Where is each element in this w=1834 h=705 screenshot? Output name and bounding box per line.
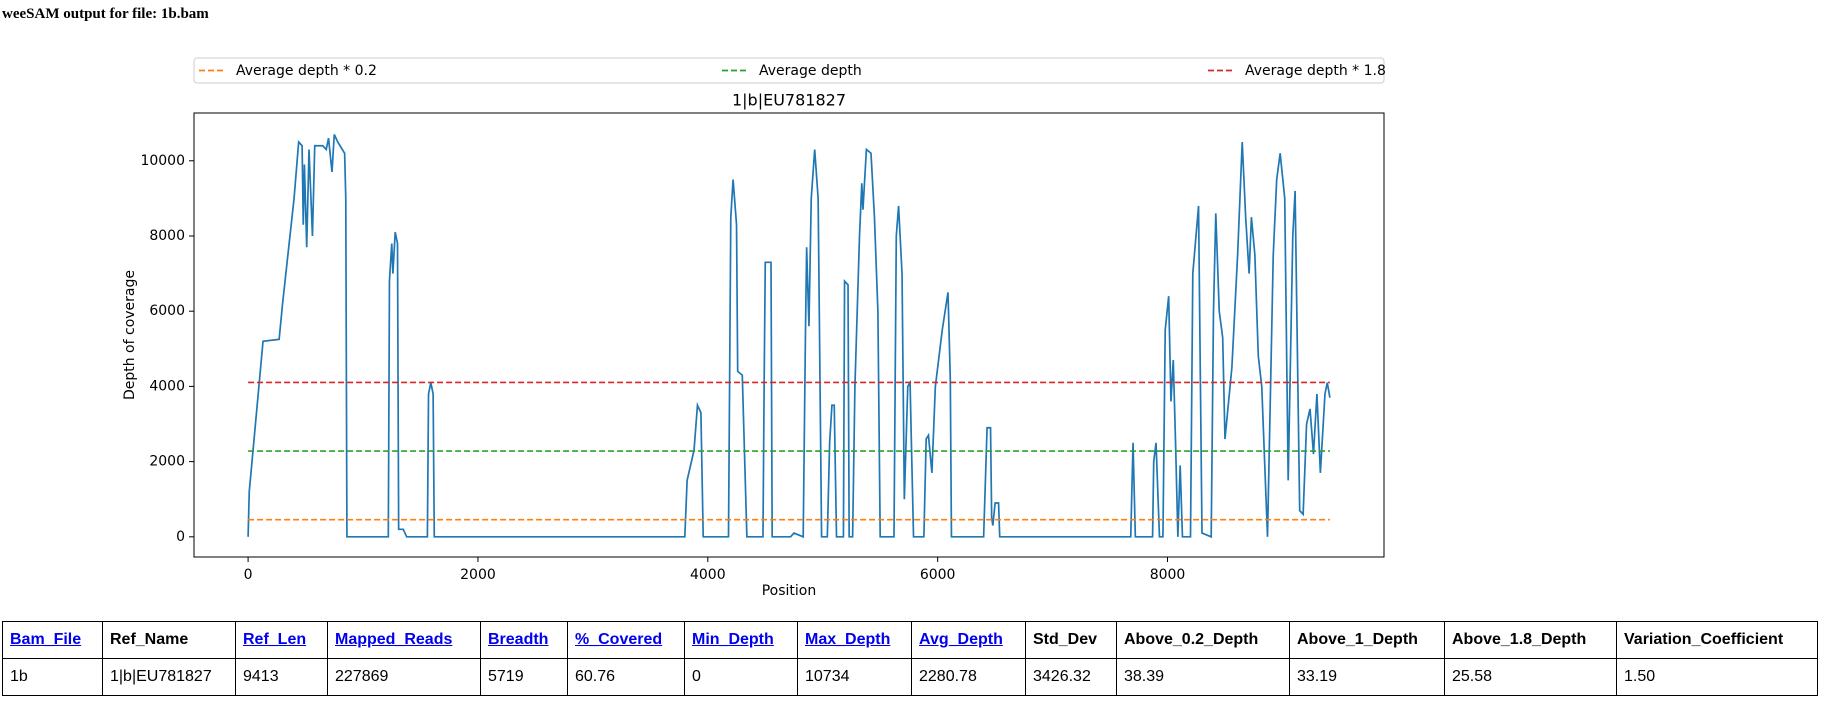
header-cell: Ref_Len	[235, 621, 328, 659]
table-cell: 60.76	[567, 658, 685, 696]
legend-box	[193, 57, 1385, 84]
y-tick-label: 10000	[140, 153, 185, 169]
sort-link[interactable]: Ref_Len	[243, 631, 307, 648]
legend-label: Average depth * 1.8	[1245, 63, 1386, 79]
coverage-line	[247, 134, 1331, 539]
sort-link[interactable]: Bam_File	[10, 631, 82, 648]
page-title: weeSAM output for file: 1b.bam	[2, 6, 209, 22]
header-text: Variation_Coefficient	[1624, 631, 1784, 648]
chart: 1|b|EU781827 Position Depth of coverage …	[122, 57, 1386, 599]
x-axis-label: Position	[762, 583, 817, 599]
header-text: Above_1_Depth	[1297, 631, 1418, 648]
header-text: Std_Dev	[1033, 631, 1098, 648]
table-cell: 5719	[480, 658, 568, 696]
header-cell: Above_1_Depth	[1289, 621, 1445, 659]
header-cell: Breadth	[480, 621, 568, 659]
table-cell: 1b	[2, 658, 103, 696]
table-cell: 2280.78	[911, 658, 1026, 696]
table-cell: 33.19	[1289, 658, 1445, 696]
x-tick-label: 6000	[920, 567, 956, 583]
stats-table: Bam_File Ref_Name Ref_Len Mapped_Reads Bread…	[2, 621, 1818, 696]
x-tick-label: 0	[244, 567, 253, 583]
y-tick-label: 4000	[149, 378, 185, 394]
table-row: 1b 1|b|EU781827 9413 227869 5719 60.76 0 10734 2…	[2, 658, 1818, 696]
legend-label: Average depth	[759, 63, 862, 79]
header-cell: Above_1.8_Depth	[1444, 621, 1617, 659]
sort-link[interactable]: %_Covered	[575, 631, 663, 648]
sort-link[interactable]: Mapped_Reads	[335, 631, 453, 648]
sort-link[interactable]: Max_Depth	[805, 631, 891, 648]
header-cell: Bam_File	[2, 621, 103, 659]
header-cell: Variation_Coefficient	[1616, 621, 1818, 659]
header-cell: Std_Dev	[1025, 621, 1117, 659]
header-cell: Min_Depth	[684, 621, 798, 659]
header-text: Ref_Name	[110, 631, 189, 648]
sort-link[interactable]: Min_Depth	[692, 631, 774, 648]
header-cell: Above_0.2_Depth	[1116, 621, 1290, 659]
chart-title: 1|b|EU781827	[732, 91, 846, 110]
y-tick-label: 0	[176, 529, 185, 545]
header-cell: Max_Depth	[797, 621, 912, 659]
x-tick-label: 8000	[1150, 567, 1186, 583]
legend-label: Average depth * 0.2	[236, 63, 377, 79]
y-axis-label: Depth of coverage	[122, 270, 138, 400]
table-cell: 0	[684, 658, 798, 696]
y-tick-label: 2000	[149, 454, 185, 470]
header-text: Above_1.8_Depth	[1452, 631, 1587, 648]
sort-link[interactable]: Breadth	[488, 631, 549, 648]
table-cell: 227869	[327, 658, 481, 696]
y-tick-label: 6000	[149, 303, 185, 319]
header-cell: Avg_Depth	[911, 621, 1026, 659]
table-cell: 9413	[235, 658, 328, 696]
x-tick-label: 4000	[690, 567, 726, 583]
table-cell: 3426.32	[1025, 658, 1117, 696]
table-cell: 1.50	[1616, 658, 1818, 696]
plot-frame	[193, 112, 1385, 558]
table-cell: 1|b|EU781827	[102, 658, 236, 696]
table-cell: 25.58	[1444, 658, 1617, 696]
table-cell: 38.39	[1116, 658, 1290, 696]
y-tick-label: 8000	[149, 228, 185, 244]
x-tick-label: 2000	[460, 567, 496, 583]
header-text: Above_0.2_Depth	[1124, 631, 1259, 648]
sort-link[interactable]: Avg_Depth	[919, 631, 1003, 648]
table-cell: 10734	[797, 658, 912, 696]
header-cell: Mapped_Reads	[327, 621, 481, 659]
header-cell: %_Covered	[567, 621, 685, 659]
header-cell: Ref_Name	[102, 621, 236, 659]
